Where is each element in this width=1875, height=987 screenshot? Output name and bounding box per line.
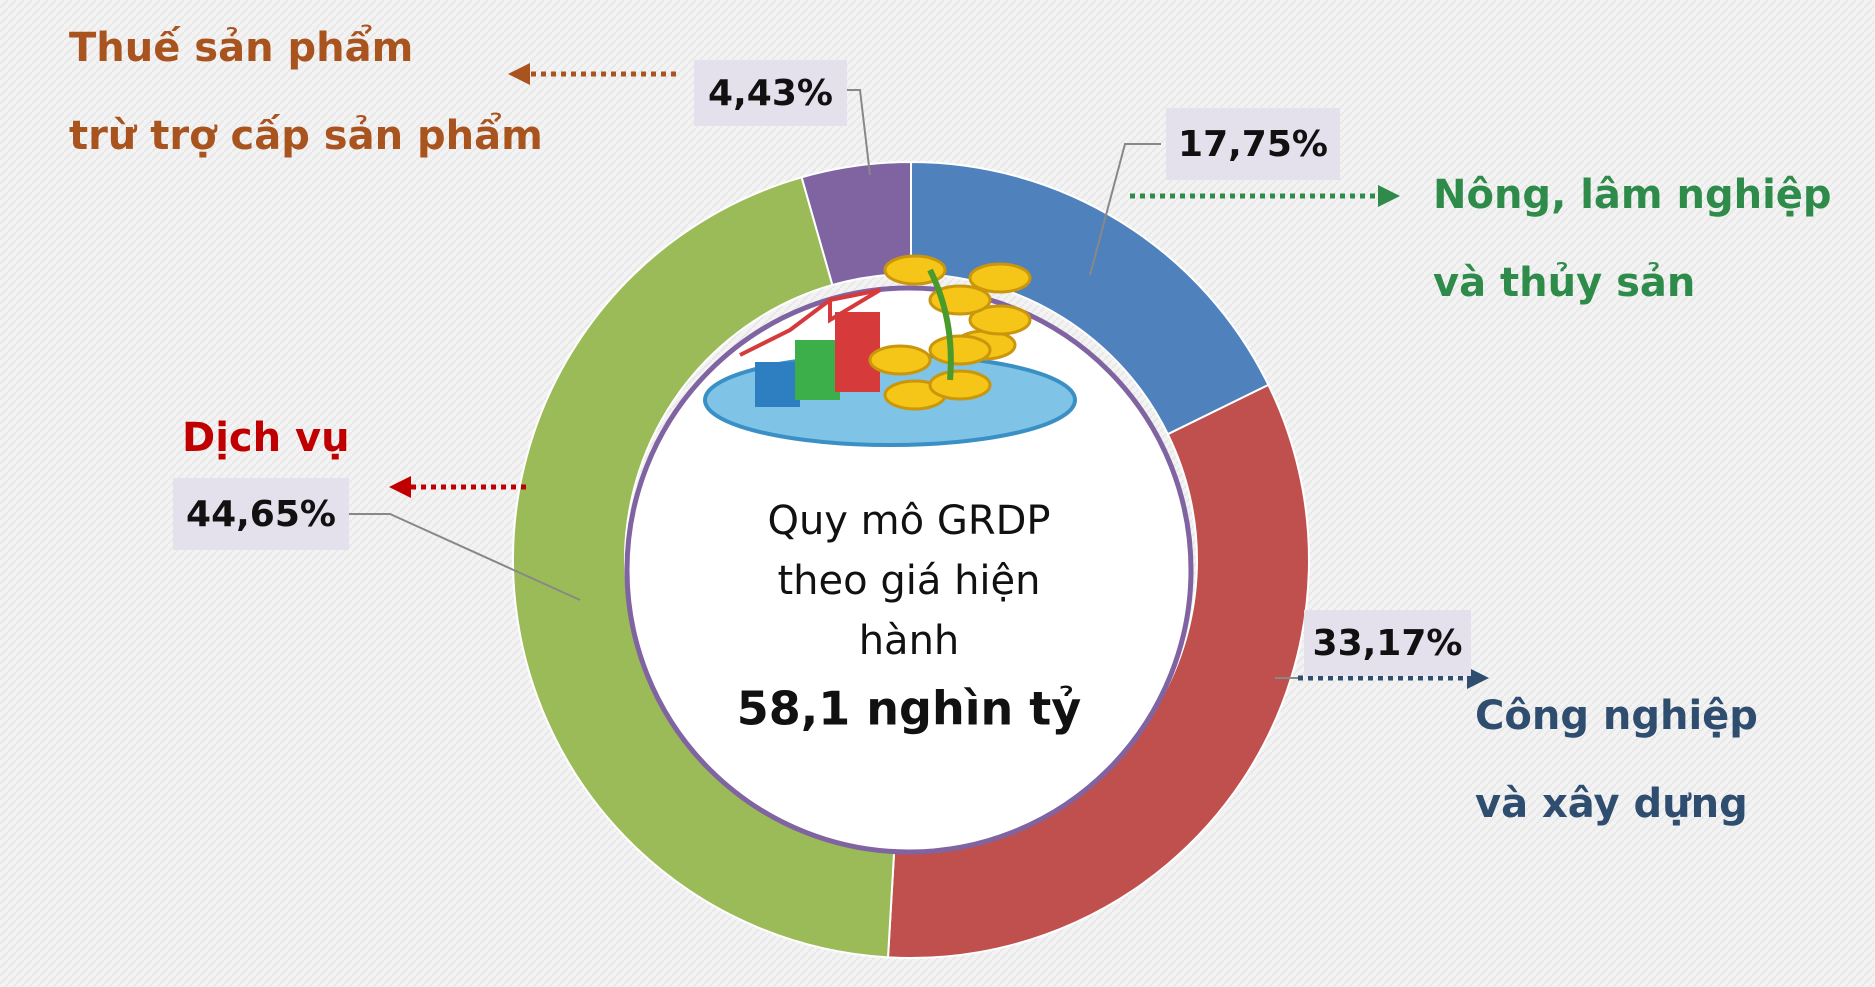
icon-coin	[930, 336, 990, 364]
chart: Quy mô GRDP theo giá hiện hành 58,1 nghìn t…	[0, 0, 1875, 987]
center-text: Quy mô GRDP	[767, 498, 1050, 544]
category-label: Nông, lâm nghiệp	[1433, 172, 1832, 218]
center-value: 58,1 nghìn tỷ	[737, 682, 1081, 736]
value-label: 4,43%	[708, 73, 833, 114]
category-label: Thuế sản phẩm	[69, 23, 413, 71]
icon-bar	[795, 340, 840, 400]
category-label: Công nghiệp	[1475, 693, 1758, 739]
value-label: 17,75%	[1178, 124, 1328, 165]
icon-coin	[930, 371, 990, 399]
icon-coin	[870, 346, 930, 374]
icon-coin	[970, 264, 1030, 292]
center-text: theo giá hiện	[778, 558, 1041, 604]
value-label: 44,65%	[186, 494, 336, 535]
icon-bar	[755, 362, 800, 407]
category-label: và xây dựng	[1475, 781, 1748, 827]
center-text: hành	[859, 618, 960, 664]
category-label: Dịch vụ	[182, 415, 350, 461]
category-label: và thủy sản	[1433, 260, 1695, 306]
category-label: trừ trợ cấp sản phẩm	[69, 111, 543, 159]
value-label: 33,17%	[1313, 623, 1463, 664]
